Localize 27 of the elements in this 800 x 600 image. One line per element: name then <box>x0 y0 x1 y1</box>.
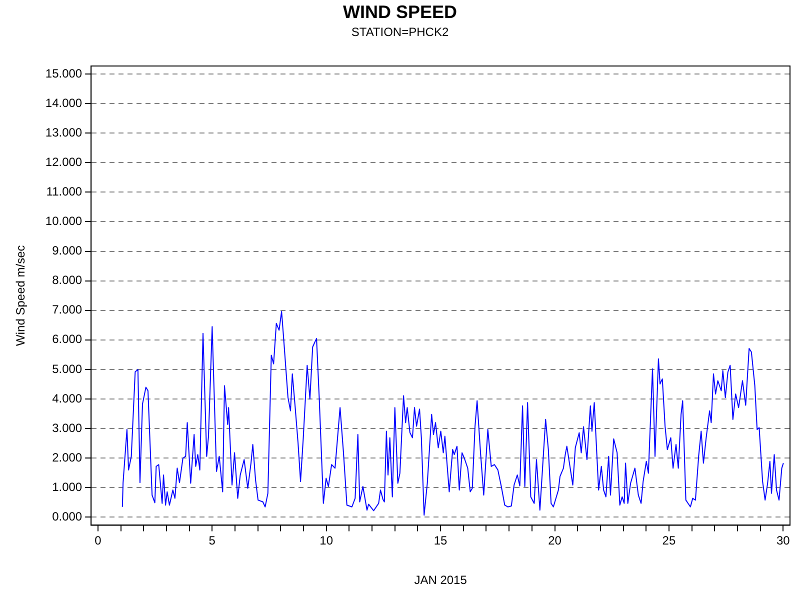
y-tick-label: 14.000 <box>45 96 82 110</box>
y-tick-label: 15.000 <box>45 66 82 80</box>
y-tick-label: 4.000 <box>52 391 82 406</box>
x-tick-label: 25 <box>662 534 676 548</box>
chart-subtitle: STATION=PHCK2 <box>351 25 449 40</box>
x-tick-label: 20 <box>548 534 562 548</box>
y-tick-label: 9.000 <box>52 244 82 258</box>
x-tick-label: 5 <box>208 534 216 548</box>
y-tick-label: 6.000 <box>52 332 82 346</box>
y-axis-title: Wind Speed m/sec <box>14 245 28 346</box>
y-tick-label: 2.000 <box>52 450 82 464</box>
y-tick-label: 3.000 <box>52 420 82 435</box>
y-tick-label: 12.000 <box>45 154 82 169</box>
y-tick-label: 13.000 <box>45 125 82 140</box>
y-tick-label: 0.000 <box>52 510 82 524</box>
x-tick-label: 15 <box>434 534 448 548</box>
y-tick-label: 10.000 <box>45 214 82 228</box>
y-tick-label: 11.000 <box>46 184 82 198</box>
chart-title: WIND SPEED <box>342 2 458 22</box>
x-tick-label: 10 <box>320 534 334 548</box>
x-axis-title: JAN 2015 <box>414 573 468 588</box>
y-tick-label: 1.000 <box>52 480 82 494</box>
y-tick-label: 5.000 <box>52 362 82 376</box>
x-tick-label: 0 <box>94 534 102 548</box>
y-tick-label: 8.000 <box>52 273 82 288</box>
y-tick-label: 7.000 <box>52 302 82 317</box>
x-tick-label: 30 <box>776 534 790 548</box>
